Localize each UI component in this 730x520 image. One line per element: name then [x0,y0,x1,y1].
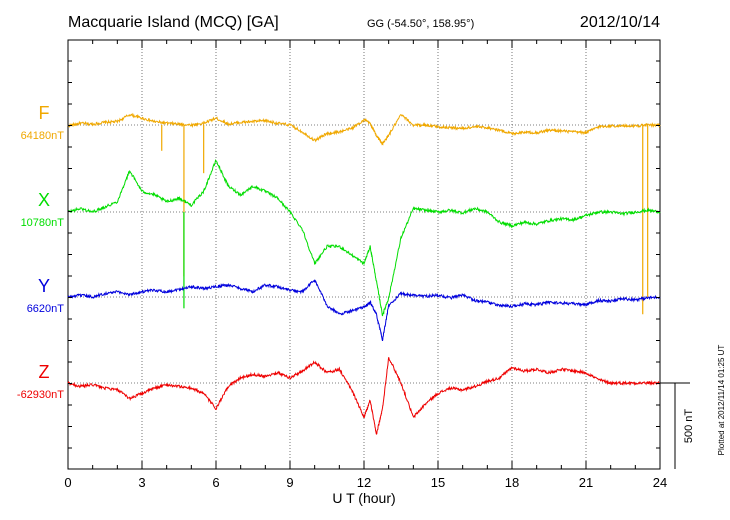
x-tick-label: 18 [505,475,519,490]
baseline-label-z: -62930nT [17,389,64,401]
plotted-at-label: Plotted at 2012/11/14 01:25 UT [717,345,726,456]
component-label-y: Y [38,276,50,296]
scale-bar: 500 nT [660,382,695,469]
x-tick-label: 24 [653,475,667,490]
series-line-y [67,279,661,342]
chart-date: 2012/10/14 [580,14,660,31]
x-tick-label: 15 [431,475,445,490]
x-tick-label: 21 [579,475,593,490]
grid [68,40,660,469]
x-tick-label: 9 [286,475,293,490]
baseline-label-y: 6620nT [27,303,65,315]
x-tick-label: 12 [357,475,371,490]
x-tick-label: 6 [212,475,219,490]
series-group: F 64180nT X 10780nT Y 6620nT Z -62930nT [17,103,661,435]
baseline-label-x: 10780nT [21,217,65,229]
component-label-x: X [38,190,50,210]
plot-frame [67,39,661,470]
scale-bar-label: 500 nT [683,409,695,444]
x-tick-label: 0 [64,475,71,490]
series-line-x [68,159,661,317]
x-tick-label: 3 [138,475,145,490]
component-label-z: Z [39,362,50,382]
x-axis: 0 3 6 9 12 15 18 21 24 [64,40,667,490]
series-line-f [67,112,661,146]
x-axis-label: U T (hour) [332,490,395,506]
station-coordinates: GG (-54.50°, 158.95°) [367,18,474,30]
station-title: Macquarie Island (MCQ) [GA] [68,14,279,31]
component-label-f: F [39,103,50,123]
baseline-label-f: 64180nT [21,130,65,142]
series-line-z [67,357,661,435]
